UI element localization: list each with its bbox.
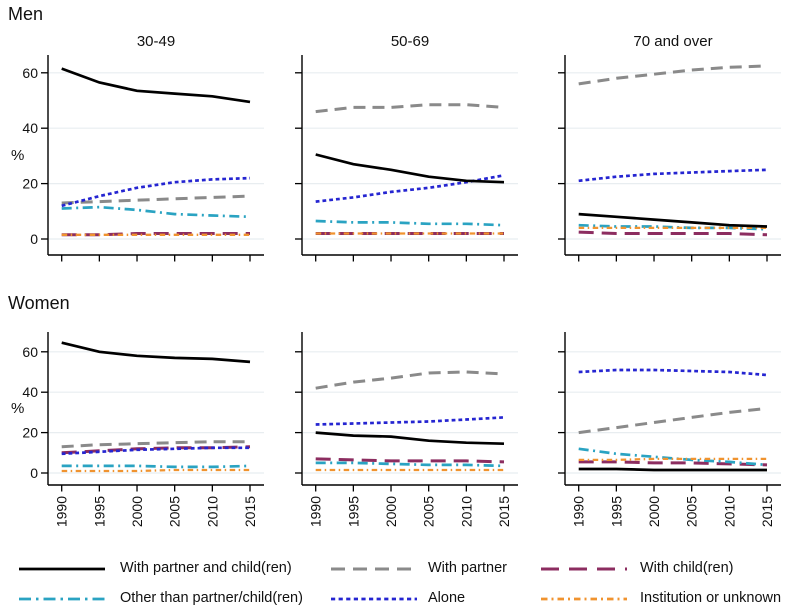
x-tick-label: 2015 (759, 496, 775, 527)
legend-item-with-children: With child(ren) (540, 560, 790, 578)
y-tick-label: 20 (22, 425, 38, 441)
x-tick-label: 2015 (242, 496, 258, 527)
x-tick-label: 2000 (383, 496, 399, 527)
legend-label-alone: Alone (428, 590, 466, 606)
series-line-other (315, 219, 505, 227)
x-tick-label: 1990 (308, 496, 324, 527)
y-tick-label: 40 (22, 120, 38, 136)
x-tick-label: 1990 (54, 496, 70, 527)
x-tick-label: 2010 (458, 496, 474, 527)
legend-item-alone: Alone (330, 590, 550, 608)
y-axis-label-top: % (11, 147, 25, 164)
series-line-partner (61, 194, 251, 205)
legend-key-other (19, 597, 105, 601)
series-line-alone (578, 168, 768, 183)
series-line-other (315, 461, 505, 468)
series-line-alone (578, 368, 768, 377)
series-line-child (578, 230, 768, 237)
y-tick-label: 60 (22, 344, 38, 360)
series-line-other (61, 464, 251, 469)
series-line-institution (578, 457, 767, 462)
x-tick-label: 2010 (204, 496, 220, 527)
series-line-child (61, 445, 251, 455)
x-tick-label: 2000 (129, 496, 145, 527)
legend-item-with-partner: With partner (330, 560, 550, 578)
y-tick-label: 40 (22, 384, 38, 400)
x-tick-label: 2000 (646, 496, 662, 527)
legend-key-with-partner-and-children (19, 567, 105, 571)
series-line-partner_child (315, 431, 505, 446)
x-tick-label: 1995 (608, 496, 624, 527)
col-title-50-69: 50-69 (390, 33, 430, 50)
y-tick-label: 0 (30, 465, 38, 481)
x-tick-label: 2005 (167, 496, 183, 527)
row-title-women: Women (8, 293, 70, 313)
y-tick-label: 0 (30, 231, 38, 247)
series-line-alone (315, 416, 505, 426)
series-line-partner (578, 64, 768, 86)
x-tick-label: 2010 (721, 496, 737, 527)
legend-item-with-partner-and-children: With partner and child(ren) (18, 560, 318, 578)
col-title-70-over: 70 and over (633, 33, 713, 50)
legend-item-other: Other than partner/child(ren) (18, 590, 318, 608)
series-line-institution (61, 468, 250, 473)
col-title-30-49: 30-49 (136, 33, 176, 50)
y-tick-label: 60 (22, 65, 38, 81)
x-tick-label: 1990 (571, 496, 587, 527)
series-line-child (578, 460, 768, 467)
series-line-partner (315, 370, 505, 390)
series-line-partner_child (61, 67, 251, 104)
series-line-partner_child (578, 467, 767, 472)
legend-item-institution: Institution or unknown (540, 590, 790, 608)
y-axis-label-bottom: % (11, 400, 25, 417)
x-tick-label: 2005 (684, 496, 700, 527)
series-line-partner (61, 440, 250, 449)
series-line-other (61, 205, 251, 219)
row-title-men: Men (8, 4, 44, 24)
series-line-partner_child (61, 341, 251, 364)
x-tick-label: 1995 (345, 496, 361, 527)
legend-label-with-partner-and-children: With partner and child(ren) (120, 560, 292, 576)
series-line-alone (61, 446, 250, 456)
series-line-partner (578, 406, 768, 435)
series-line-alone (315, 173, 505, 203)
legend-label-with-partner: With partner (428, 560, 507, 576)
legend-label-with-children: With child(ren) (640, 560, 734, 576)
series-line-partner_child (578, 212, 768, 228)
legend-key-alone (331, 597, 417, 601)
y-tick-label: 20 (22, 176, 38, 192)
legend-key-with-partner (331, 567, 417, 571)
x-tick-label: 1995 (91, 496, 107, 527)
series-line-alone (61, 176, 251, 208)
series-line-partner_child (315, 153, 505, 184)
series-line-child (315, 457, 505, 464)
legend-label-institution: Institution or unknown (640, 590, 782, 606)
series-line-partner (315, 103, 505, 114)
x-tick-label: 2015 (496, 496, 512, 527)
legend-label-other: Other than partner/child(ren) (120, 590, 303, 606)
x-tick-label: 2005 (421, 496, 437, 527)
legend-key-with-children (541, 567, 627, 571)
legend-key-institution (541, 597, 627, 601)
